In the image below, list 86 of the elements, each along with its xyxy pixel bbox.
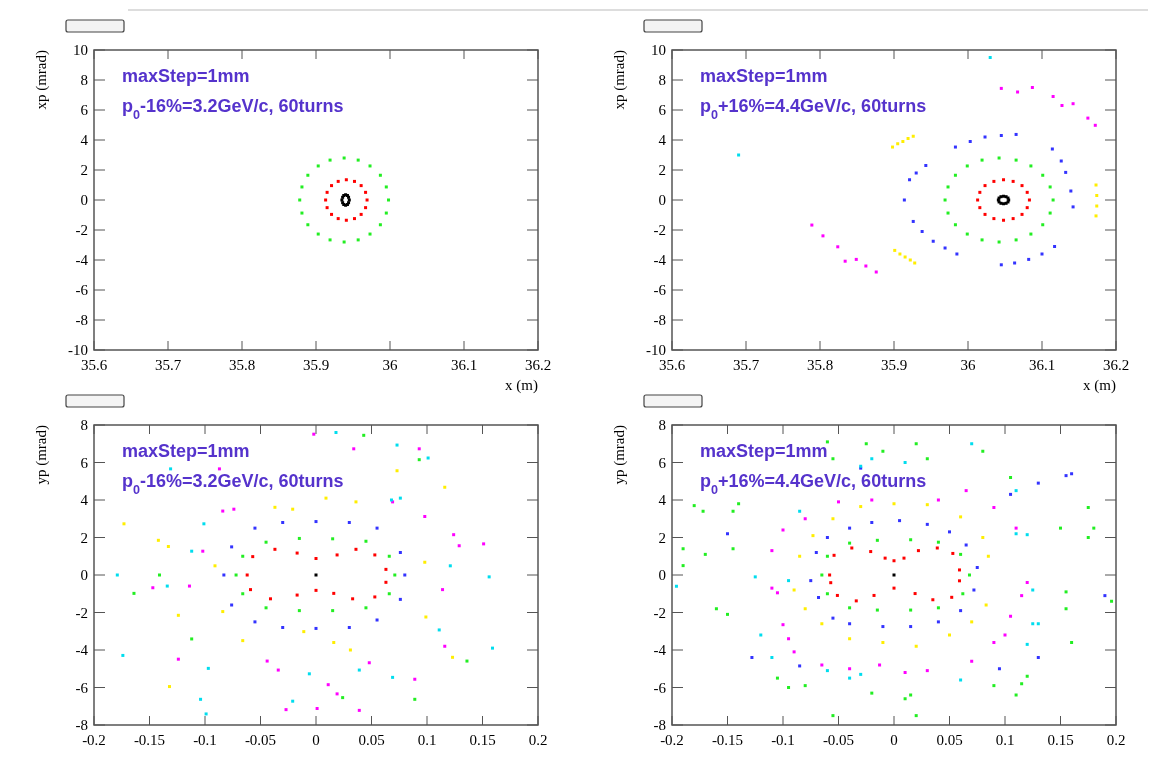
x-axis-title: x (m)	[505, 377, 538, 394]
y-tick-label: 0	[80, 567, 88, 583]
x-tick-label: 0.2	[1106, 732, 1126, 748]
x-tick-label: 0	[890, 732, 898, 748]
y-tick-label: -4	[75, 252, 89, 268]
y-tick-label: -2	[75, 222, 88, 238]
x-tick-label: 35.9	[880, 357, 908, 373]
x-tick-label: 35.8	[806, 357, 834, 373]
annotation: p$_{0}$+16%=4.4GeV/c, 60turns	[700, 471, 927, 497]
x-tick-label: -0.05	[244, 732, 277, 748]
y-tick-label: 8	[658, 72, 666, 88]
annotation: maxStep=1mm	[700, 66, 828, 86]
x-tick-label: -0.15	[711, 732, 744, 748]
y-tick-label: -6	[653, 282, 667, 298]
x-tick-label: 35.6	[80, 357, 108, 373]
y-tick-label: 4	[80, 132, 89, 148]
y-tick-label: -8	[75, 717, 88, 733]
y-tick-label: 8	[658, 417, 666, 433]
x-tick-label: -0.1	[193, 732, 217, 748]
y-tick-label: -4	[653, 252, 667, 268]
y-tick-label: 6	[80, 454, 89, 471]
y-axis-title: yp (mrad)	[33, 425, 50, 485]
y-tick-label: 6	[80, 102, 89, 118]
x-tick-label: -0.05	[822, 732, 855, 748]
y-tick-label: 10	[73, 42, 88, 58]
annotation: maxStep=1mm	[700, 441, 828, 461]
y-tick-label: -8	[75, 312, 88, 328]
y-tick-label: 6	[658, 454, 667, 471]
annotation: p$_{0}$-16%=3.2GeV/c, 60turns	[122, 96, 344, 122]
y-tick-label: -4	[75, 642, 89, 658]
x-tick-label: 0.2	[528, 732, 548, 748]
y-tick-label: -10	[646, 342, 666, 358]
x-tick-label: 0.05	[936, 732, 963, 748]
x-tick-label: 35.8	[228, 357, 256, 373]
y-tick-label: -2	[653, 222, 666, 238]
annotation: p$_{0}$+16%=4.4GeV/c, 60turns	[700, 96, 927, 122]
x-tick-label: 0.05	[358, 732, 385, 748]
x-tick-label: 0.1	[417, 732, 437, 748]
y-tick-label: -6	[75, 679, 89, 696]
y-tick-label: -4	[653, 642, 667, 658]
y-tick-label: 2	[80, 162, 88, 178]
y-tick-label: 4	[658, 132, 667, 148]
annotation: p$_{0}$-16%=3.2GeV/c, 60turns	[122, 471, 344, 497]
x-tick-label: 35.7	[154, 357, 182, 373]
annotation: maxStep=1mm	[122, 441, 250, 461]
y-axis-title: yp (mrad)	[611, 425, 628, 485]
x-axis-title: x (m)	[1083, 377, 1116, 394]
x-tick-label: 36	[382, 357, 398, 373]
y-tick-label: -10	[68, 342, 88, 358]
x-tick-label: 36	[960, 357, 976, 373]
y-tick-label: -8	[653, 312, 666, 328]
x-tick-label: -0.2	[660, 732, 684, 748]
y-tick-label: 0	[658, 192, 666, 208]
y-tick-label: 8	[80, 417, 88, 433]
y-tick-label: 0	[80, 192, 88, 208]
y-tick-label: 4	[80, 492, 89, 508]
x-tick-label: 35.6	[658, 357, 686, 373]
x-tick-label: 36.2	[1102, 357, 1130, 373]
y-axis-title: xp (mrad)	[611, 50, 628, 110]
x-tick-label: -0.15	[133, 732, 166, 748]
y-tick-label: 10	[651, 42, 666, 58]
y-tick-label: -8	[653, 717, 666, 733]
y-tick-label: -6	[75, 282, 89, 298]
x-tick-label: 36.2	[524, 357, 552, 373]
x-tick-label: 0.15	[469, 732, 496, 748]
x-tick-label: 35.7	[732, 357, 760, 373]
y-tick-label: 6	[658, 102, 667, 118]
y-tick-label: -2	[653, 604, 666, 621]
x-tick-label: 0.15	[1047, 732, 1074, 748]
x-tick-label: 36.1	[450, 357, 478, 373]
annotation: maxStep=1mm	[122, 66, 250, 86]
y-tick-label: 8	[80, 72, 88, 88]
x-tick-label: 0.1	[995, 732, 1015, 748]
y-tick-label: -2	[75, 604, 88, 621]
y-tick-label: 2	[658, 529, 666, 546]
y-tick-label: -6	[653, 679, 667, 696]
x-tick-label: 36.1	[1028, 357, 1056, 373]
x-tick-label: -0.2	[82, 732, 106, 748]
x-tick-label: -0.1	[771, 732, 795, 748]
y-tick-label: 4	[658, 492, 667, 508]
y-tick-label: 2	[658, 162, 666, 178]
y-axis-title: xp (mrad)	[33, 50, 50, 110]
x-tick-label: 35.9	[302, 357, 330, 373]
x-tick-label: 0	[312, 732, 320, 748]
y-tick-label: 0	[658, 567, 666, 583]
y-tick-label: 2	[80, 529, 88, 546]
